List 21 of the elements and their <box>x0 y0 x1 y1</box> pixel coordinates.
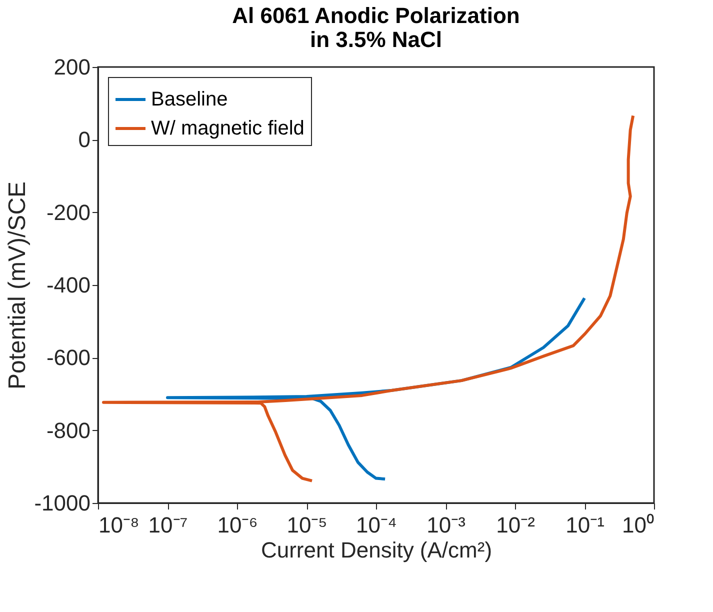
y-tick-label: -600 <box>46 345 90 370</box>
legend-label: W/ magnetic field <box>151 118 304 140</box>
legend-label: Baseline <box>151 88 228 110</box>
x-tick-label: 10⁻⁵ <box>286 512 328 538</box>
y-tick-label: -400 <box>46 272 90 298</box>
y-tick-label: 200 <box>54 54 90 80</box>
x-tick-label: 10⁻¹ <box>566 512 604 538</box>
y-tick-label: -1000 <box>34 490 90 516</box>
x-tick-label: 10⁰ <box>622 512 654 538</box>
x-axis-title: Current Density (A/cm²) <box>260 538 492 562</box>
y-tick-label: -200 <box>46 200 90 225</box>
x-tick-label: 10⁻³ <box>426 512 466 538</box>
y-axis-title: Potential (mV)/SCE <box>4 181 32 390</box>
y-tick-label: -800 <box>46 418 90 443</box>
x-tick-label: 10⁻⁸ <box>98 512 140 538</box>
x-tick-label: 10⁻² <box>496 512 535 538</box>
x-tick-label: 10⁻⁴ <box>356 512 397 538</box>
x-tick-label: 10⁻⁶ <box>217 512 258 538</box>
y-tick-label: 0 <box>78 127 90 152</box>
chart-title: Al 6061 Anodic Polarization in 3.5% NaCl <box>232 3 520 52</box>
x-tick-label: 10⁻⁷ <box>148 512 188 538</box>
